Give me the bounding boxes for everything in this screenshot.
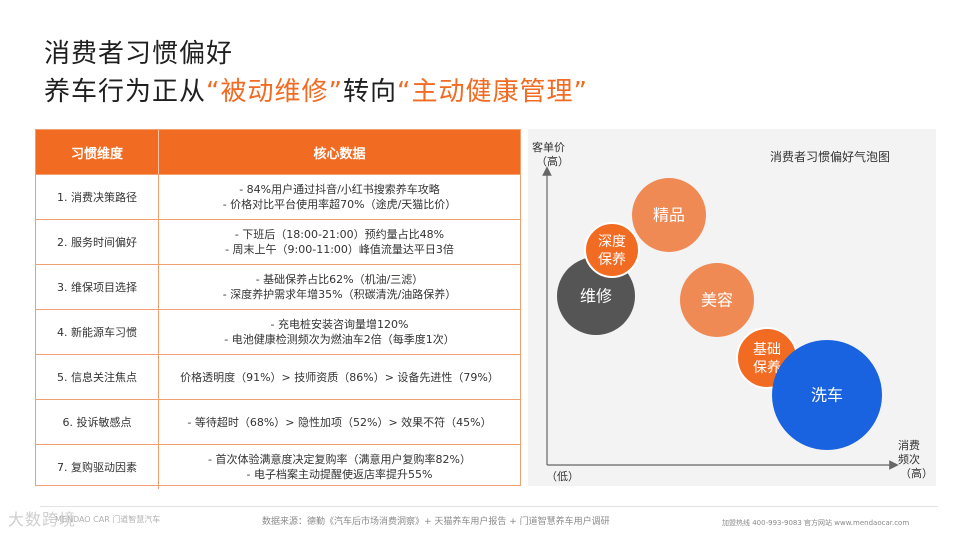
row-dimension: 1. 消费决策路径: [36, 175, 159, 219]
title-line-1: 消费者习惯偏好: [44, 39, 234, 69]
row-core-data: 价格透明度（91%）> 技师资质（86%）> 设备先进性（79%）: [159, 355, 520, 399]
row-dimension: 3. 维保项目选择: [36, 265, 159, 309]
row-dimension: 2. 服务时间偏好: [36, 220, 159, 264]
bubble-label: 维修: [580, 287, 612, 306]
y-axis-label: 客单价: [532, 140, 565, 154]
row-dimension: 5. 信息关注焦点: [36, 355, 159, 399]
row-core-data: - 首次体验满意度决定复购率（满意用户复购率82%） - 电子档案主动提醒使返店率…: [159, 445, 520, 489]
header-dimension: 习惯维度: [36, 130, 159, 174]
row-data-line: - 等待超时（68%）> 隐性加项（52%）> 效果不符（45%）: [187, 415, 492, 429]
table-row: 2. 服务时间偏好 - 下班后（18:00-21:00）预约量占比48% - 周末上…: [36, 219, 520, 264]
row-dimension: 6. 投诉敏感点: [36, 400, 159, 444]
row-data-line: - 周末上午（9:00-11:00）峰值流量达平日3倍: [225, 243, 454, 256]
origin-label: （低）: [546, 470, 579, 483]
row-data-line: - 价格对比平台使用率超70%（途虎/天猫比价）: [222, 198, 457, 211]
row-data-line: - 充电桩安装咨询量增120%: [270, 318, 409, 331]
row-data-line: - 深度养护需求年增35%（积碳清洗/油路保养）: [222, 288, 457, 301]
table-row: 4. 新能源车习惯 - 充电桩安装咨询量增120% - 电池健康检测频次为燃油车2倍…: [36, 309, 520, 354]
page-title: 消费者习惯偏好 养车行为正从“被动维修”转向“主动健康管理”: [44, 36, 588, 112]
bubble: [680, 263, 754, 337]
table-row: 7. 复购驱动因素 - 首次体验满意度决定复购率（满意用户复购率82%） - 电子档…: [36, 444, 520, 489]
footer-divider: [40, 506, 938, 507]
row-core-data: - 基础保养占比62%（机油/三滤） - 深度养护需求年增35%（积碳清洗/油路保…: [159, 265, 520, 309]
x-axis-label-bottom: 频次: [898, 452, 920, 466]
bubble: [584, 222, 640, 278]
title-line-2: 养车行为正从“被动维修”转向“主动健康管理”: [44, 72, 588, 112]
y-axis-high-label: （高）: [536, 154, 569, 168]
table-row: 6. 投诉敏感点 - 等待超时（68%）> 隐性加项（52%）> 效果不符（45%…: [36, 399, 520, 444]
row-data-line: - 84%用户通过抖音/小红书搜索养车攻略: [239, 183, 440, 196]
bubble: [772, 340, 882, 450]
footer-source: 数据来源：德勤《汽车后市场消费洞察》+ 天猫养车用户报告 + 门道智慧养车用户调…: [262, 517, 610, 527]
bubble-label: 保养: [598, 252, 626, 268]
table-body: 1. 消费决策路径 - 84%用户通过抖音/小红书搜索养车攻略 - 价格对比平台使用…: [36, 174, 520, 489]
chart-title: 消费者习惯偏好气泡图: [770, 149, 890, 164]
bubble-label: 深度: [598, 234, 626, 250]
row-data-line: 价格透明度（91%）> 技师资质（86%）> 设备先进性（79%）: [180, 370, 499, 384]
bubble-label: 精品: [653, 206, 685, 225]
title-mid: 转向: [342, 77, 397, 107]
x-axis-label-top: 消费: [898, 438, 920, 452]
bubble-label: 保养: [753, 360, 781, 376]
habits-table: 习惯维度 核心数据 1. 消费决策路径 - 84%用户通过抖音/小红书搜索养车攻略…: [35, 129, 521, 489]
bubble-label: 基础: [753, 341, 781, 358]
bubble-chart-panel: 客单价 （高） 消费者习惯偏好气泡图 （低） 消费 频次 （高） 维修 深度保养 精…: [528, 129, 936, 486]
row-data-line: - 电池健康检测频次为燃油车2倍（每季度1次）: [224, 333, 455, 346]
table-row: 1. 消费决策路径 - 84%用户通过抖音/小红书搜索养车攻略 - 价格对比平台使用…: [36, 174, 520, 219]
title-prefix: 养车行为正从: [44, 77, 207, 107]
row-dimension: 4. 新能源车习惯: [36, 310, 159, 354]
row-data-line: - 首次体验满意度决定复购率（满意用户复购率82%）: [208, 453, 471, 466]
row-core-data: - 等待超时（68%）> 隐性加项（52%）> 效果不符（45%）: [159, 400, 520, 444]
footer-logo-watermark: 大数跨境: [8, 510, 77, 529]
row-dimension: 7. 复购驱动因素: [36, 445, 159, 489]
table-row: 3. 维保项目选择 - 基础保养占比62%（机油/三滤） - 深度养护需求年增35%…: [36, 264, 520, 309]
title-highlight-passive: “被动维修”: [206, 77, 343, 107]
row-core-data: - 84%用户通过抖音/小红书搜索养车攻略 - 价格对比平台使用率超70%（途虎/…: [159, 175, 520, 219]
x-axis-high-label: （高）: [900, 466, 933, 480]
row-data-line: - 基础保养占比62%（机油/三滤）: [255, 273, 424, 286]
row-core-data: - 下班后（18:00-21:00）预约量占比48% - 周末上午（9:00-11…: [159, 220, 520, 264]
row-data-line: - 下班后（18:00-21:00）预约量占比48%: [234, 228, 445, 241]
bubble-label: 洗车: [811, 386, 843, 405]
table-header: 习惯维度 核心数据: [36, 130, 520, 174]
footer-brand: MENDAO CAR 门道智慧汽车: [55, 515, 161, 524]
header-core-data: 核心数据: [313, 146, 366, 162]
table-row: 5. 信息关注焦点 价格透明度（91%）> 技师资质（86%）> 设备先进性（79…: [36, 354, 520, 399]
row-data-line: - 电子档案主动提醒使返店率提升55%: [246, 468, 433, 481]
bubble: [632, 178, 706, 252]
title-highlight-active: “主动健康管理”: [396, 77, 588, 107]
bubble-label: 美容: [701, 291, 733, 310]
row-core-data: - 充电桩安装咨询量增120% - 电池健康检测频次为燃油车2倍（每季度1次）: [159, 310, 520, 354]
footer-contact: 加盟热线 400-993-9083 官方网站 www.mendaocar.com: [722, 519, 910, 527]
